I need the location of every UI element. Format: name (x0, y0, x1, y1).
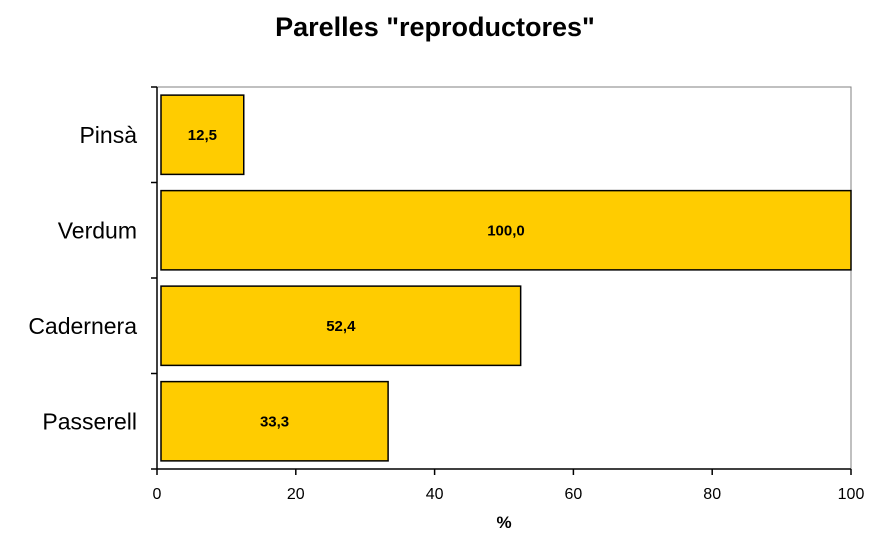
data-label: 12,5 (188, 127, 217, 144)
data-label: 33,3 (260, 413, 289, 430)
x-tick-label: 100 (838, 486, 865, 503)
x-tick-label: 80 (703, 486, 721, 503)
category-label: Pinsà (79, 122, 137, 148)
category-label: Cadernera (28, 313, 137, 339)
x-tick-label: 40 (426, 486, 444, 503)
bar-cadernera (160, 285, 522, 367)
bar-passerell (160, 380, 389, 462)
x-tick-label: 60 (565, 486, 583, 503)
bar-pins- (160, 94, 245, 176)
data-label: 100,0 (487, 222, 525, 239)
axis-layer: Pinsà Verdum Cadernera Passerell 0 20 40 60 80 10… (28, 86, 865, 503)
data-label: 52,4 (326, 318, 356, 335)
x-tick-label: 20 (287, 486, 305, 503)
bar-verdum (160, 189, 852, 271)
category-label: Passerell (42, 408, 137, 434)
chart-title: Parelles "reproductores" (275, 12, 595, 42)
category-label: Verdum (58, 217, 137, 243)
bars-layer: 12,5 100,0 52,4 33,3 (160, 94, 852, 462)
x-tick-label: 0 (153, 486, 162, 503)
x-axis-title: % (496, 513, 511, 532)
